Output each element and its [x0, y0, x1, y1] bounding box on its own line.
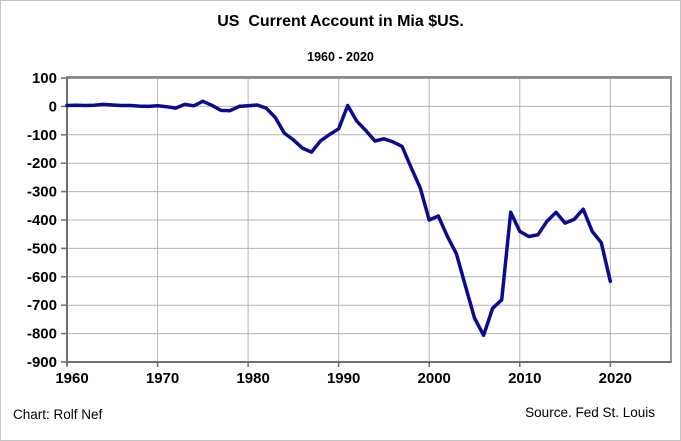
chart-subtitle: 1960 - 2020: [307, 50, 374, 64]
x-tick-label: 1980: [236, 370, 269, 387]
x-tick-label: 2010: [508, 370, 541, 387]
y-tick-label: -200: [27, 155, 57, 172]
x-tick-label: 2020: [599, 370, 632, 387]
x-tick-label: 2000: [418, 370, 451, 387]
y-tick-label: 0: [49, 98, 57, 115]
y-tick-label: -300: [27, 184, 57, 201]
y-tick-label: -400: [27, 212, 57, 229]
data-line-current-account: [65, 99, 613, 338]
y-tick-label: -100: [27, 127, 57, 144]
y-tick-label: -900: [27, 354, 57, 371]
chart-credit: Chart: Rolf Nef: [13, 407, 103, 422]
chart-title: US Current Account in Mia $US.: [217, 13, 464, 30]
y-tick-label: -500: [27, 240, 57, 257]
y-tick-label: -700: [27, 297, 57, 314]
x-tick-label: 1970: [146, 370, 179, 387]
y-tick-label: -800: [27, 326, 57, 343]
x-tick-label: 1960: [55, 370, 88, 387]
chart-source: Source. Fed St. Louis: [525, 405, 655, 420]
y-tick-label: 100: [32, 70, 57, 87]
x-tick-label: 1990: [327, 370, 360, 387]
y-tick-label: -600: [27, 269, 57, 286]
